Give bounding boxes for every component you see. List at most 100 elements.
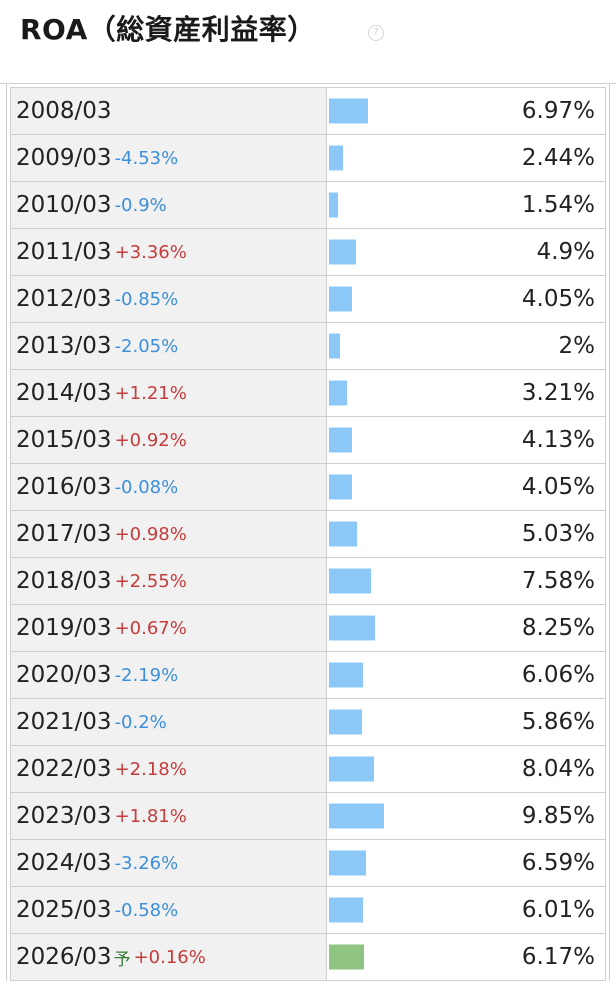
table-row: 2021/03 -0.2% 5.86% [10, 699, 606, 746]
change-label: +2.55% [114, 570, 187, 592]
category-label: 2025/03 [16, 897, 112, 923]
row-label: 2013/03 -2.05% [11, 323, 327, 369]
value-bar [329, 756, 374, 782]
value-label: 7.58% [521, 568, 595, 594]
row-label: 2011/03 +3.36% [11, 229, 327, 275]
table-row: 2015/03 +0.92% 4.13% [10, 417, 606, 464]
value-label: 6.59% [521, 850, 595, 876]
change-label: +0.92% [114, 429, 187, 451]
row-label: 2025/03 -0.58% [11, 887, 327, 933]
change-label: +0.98% [114, 523, 187, 545]
table-row: 2013/03 -2.05% 2% [10, 323, 606, 370]
value-bar [329, 380, 347, 406]
row-label: 2016/03 -0.08% [11, 464, 327, 510]
row-label: 2017/03 +0.98% [11, 511, 327, 557]
category-label: 2021/03 [16, 709, 112, 735]
value-bar [329, 192, 338, 218]
row-label: 2021/03 -0.2% [11, 699, 327, 745]
category-label: 2026/03 [16, 944, 112, 970]
table-row: 2017/03 +0.98% 5.03% [10, 511, 606, 558]
value-label: 6.97% [521, 98, 595, 124]
category-label: 2012/03 [16, 286, 112, 312]
change-label: -0.58% [114, 899, 179, 921]
row-label: 2015/03 +0.92% [11, 417, 327, 463]
category-label: 2011/03 [16, 239, 112, 265]
row-label: 2019/03 +0.67% [11, 605, 327, 651]
chart-header: ROA（総資産利益率） ? [0, 0, 616, 84]
value-label: 4.9% [536, 239, 595, 265]
row-label: 2010/03 -0.9% [11, 182, 327, 228]
table-row: 2012/03 -0.85% 4.05% [10, 276, 606, 323]
table-row: 2019/03 +0.67% 8.25% [10, 605, 606, 652]
forecast-bar [329, 944, 364, 970]
row-label: 2012/03 -0.85% [11, 276, 327, 322]
category-label: 2017/03 [16, 521, 112, 547]
chart-title: ROA（総資産利益率） [20, 13, 316, 46]
table-row: 2025/03 -0.58% 6.01% [10, 887, 606, 934]
category-label: 2024/03 [16, 850, 112, 876]
forecast-marker: 予 [113, 949, 131, 970]
table-row: 2011/03 +3.36% 4.9% [10, 229, 606, 276]
change-label: +0.67% [114, 617, 187, 639]
category-label: 2016/03 [16, 474, 112, 500]
category-label: 2015/03 [16, 427, 112, 453]
value-label: 8.25% [521, 615, 595, 641]
change-label: +1.21% [114, 382, 187, 404]
value-label: 2% [558, 333, 596, 359]
value-bar [329, 850, 366, 876]
value-bar [329, 286, 352, 312]
value-label: 5.86% [521, 709, 595, 735]
change-label: +2.18% [114, 758, 187, 780]
table-row: 2010/03 -0.9% 1.54% [10, 182, 606, 229]
category-label: 2009/03 [16, 145, 112, 171]
value-bar [329, 145, 343, 171]
row-label: 2020/03 -2.19% [11, 652, 327, 698]
value-label: 6.17% [521, 944, 595, 970]
table-row: 2023/03 +1.81% 9.85% [10, 793, 606, 840]
value-bar [329, 803, 384, 829]
table-row: 2014/03 +1.21% 3.21% [10, 370, 606, 417]
value-label: 6.06% [521, 662, 595, 688]
row-label: 2024/03 -3.26% [11, 840, 327, 886]
value-label: 2.44% [521, 145, 595, 171]
table-row: 2009/03 -4.53% 2.44% [10, 135, 606, 182]
table-row: 2008/03 6.97% [10, 87, 606, 135]
value-bar [329, 568, 371, 594]
category-label: 2013/03 [16, 333, 112, 359]
value-bar [329, 662, 363, 688]
table-row: 2018/03 +2.55% 7.58% [10, 558, 606, 605]
table-row: 2016/03 -0.08% 4.05% [10, 464, 606, 511]
value-label: 5.03% [521, 521, 595, 547]
value-label: 1.54% [521, 192, 595, 218]
category-label: 2020/03 [16, 662, 112, 688]
change-label: -0.85% [114, 288, 179, 310]
value-bar [329, 521, 357, 547]
help-icon[interactable]: ? [368, 25, 384, 41]
change-label: -2.19% [114, 664, 179, 686]
change-label: -0.2% [114, 711, 167, 733]
row-label: 2009/03 -4.53% [11, 135, 327, 181]
value-bar [329, 709, 362, 735]
value-bar [329, 239, 356, 265]
value-bar [329, 615, 375, 641]
change-label: -0.9% [114, 194, 167, 216]
change-label: -3.26% [114, 852, 179, 874]
row-label: 2026/03 予 +0.16% [11, 934, 327, 980]
category-label: 2022/03 [16, 756, 112, 782]
category-label: 2019/03 [16, 615, 112, 641]
value-label: 4.05% [521, 474, 595, 500]
row-label: 2023/03 +1.81% [11, 793, 327, 839]
row-label: 2014/03 +1.21% [11, 370, 327, 416]
table-row: 2020/03 -2.19% 6.06% [10, 652, 606, 699]
change-label: +0.16% [133, 946, 206, 968]
table-row: 2026/03 予 +0.16% 6.17% [10, 934, 606, 981]
value-label: 4.13% [521, 427, 595, 453]
change-label: +1.81% [114, 805, 187, 827]
change-label: +3.36% [114, 241, 187, 263]
change-label: -2.05% [114, 335, 179, 357]
row-label: 2008/03 [11, 88, 327, 134]
change-label: -4.53% [114, 147, 179, 169]
change-label: -0.08% [114, 476, 179, 498]
category-label: 2014/03 [16, 380, 112, 406]
row-label: 2022/03 +2.18% [11, 746, 327, 792]
